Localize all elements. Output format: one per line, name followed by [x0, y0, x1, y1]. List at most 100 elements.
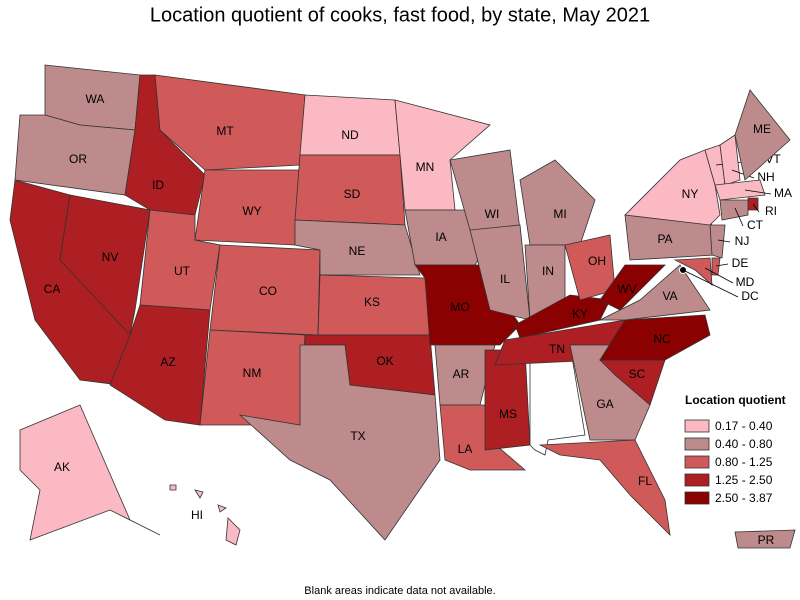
- legend-label: 0.80 - 1.25: [715, 455, 773, 469]
- state-label: NJ: [735, 234, 750, 248]
- state-label: NE: [349, 244, 366, 258]
- state-shape: [299, 94, 401, 156]
- state-label: AZ: [160, 355, 175, 369]
- state-shape: [109, 304, 211, 426]
- state-shape: [194, 489, 204, 499]
- state-label: PR: [758, 533, 775, 547]
- state-shape: [514, 294, 611, 339]
- state-label: ID: [152, 178, 164, 192]
- state-label: LA: [458, 442, 473, 456]
- state-shape: [519, 159, 596, 246]
- leader-line: [734, 207, 744, 227]
- state-label: KS: [364, 295, 380, 309]
- state-shape: [19, 404, 161, 541]
- legend-swatch: [684, 473, 710, 487]
- state-shape: [673, 257, 713, 286]
- state-label: IA: [435, 230, 446, 244]
- state-label: IN: [542, 264, 554, 278]
- legend-swatch: [684, 455, 710, 469]
- state-label: WY: [242, 204, 261, 218]
- state-label: OR: [69, 152, 87, 166]
- state-label: MA: [774, 186, 792, 200]
- state-label: CA: [44, 282, 61, 296]
- legend-label: 1.25 - 2.50: [715, 473, 773, 487]
- state-shape: [394, 99, 491, 211]
- state-label: CT: [747, 218, 764, 232]
- legend-label: 0.17 - 0.40: [715, 419, 773, 433]
- state-label: GA: [596, 397, 613, 411]
- state-shape: [238, 344, 441, 541]
- leader-line: [704, 267, 734, 284]
- state-label: WI: [485, 207, 500, 221]
- state-label: PA: [657, 232, 672, 246]
- states: WA OR CA NV ID MT WY UT AZ CO NM ND SD NE KS OK TX MN IA MO…: [9, 64, 796, 549]
- legend-title: Location quotient: [685, 393, 786, 407]
- state-label: NV: [102, 250, 119, 264]
- state-label: MI: [553, 207, 566, 221]
- legend-label: 2.50 - 3.87: [715, 491, 773, 505]
- state-shape: [719, 199, 749, 221]
- state-label: DE: [732, 256, 749, 270]
- state-shape: [154, 74, 306, 171]
- state-shape: [59, 194, 151, 336]
- state-shape: [599, 264, 666, 311]
- state-label: VA: [662, 289, 677, 303]
- state-label: TX: [350, 429, 365, 443]
- state-label: KY: [572, 307, 588, 321]
- state-label: SD: [344, 187, 361, 201]
- state-shape: [714, 179, 766, 201]
- state-shape: [719, 134, 741, 186]
- state-label: AR: [453, 367, 470, 381]
- state-label: NC: [653, 332, 671, 346]
- map-title: Location quotient of cooks, fast food, b…: [150, 4, 650, 26]
- state-label: WA: [86, 92, 105, 106]
- state-label: NY: [682, 187, 699, 201]
- leader-line: [717, 239, 731, 243]
- state-label: RI: [765, 204, 777, 218]
- state-label: NM: [243, 366, 262, 380]
- state-label: IL: [500, 272, 510, 286]
- state-label: TN: [549, 342, 565, 356]
- state-label: OK: [376, 354, 393, 368]
- legend: Location quotient 0.17 - 0.40 0.40 - 0.80…: [684, 393, 786, 505]
- state-label: MT: [216, 124, 234, 138]
- state-shape: [169, 484, 177, 491]
- state-label: HI: [191, 508, 203, 522]
- state-label: ND: [341, 128, 359, 142]
- footnote: Blank areas indicate data not available.: [304, 585, 495, 597]
- legend-swatch: [684, 419, 710, 433]
- state-shape: [217, 504, 227, 513]
- leader-line: [731, 169, 755, 179]
- state-shape: [734, 529, 796, 549]
- state-label: SC: [629, 367, 646, 381]
- state-shape: [624, 149, 721, 226]
- state-label: UT: [174, 264, 191, 278]
- leader-line: [744, 189, 772, 195]
- state-shape: [569, 344, 651, 441]
- state-label: MS: [499, 407, 517, 421]
- state-label: MO: [450, 300, 469, 314]
- leader-line: [715, 263, 729, 267]
- state-shape: [484, 349, 531, 451]
- state-label: ME: [753, 122, 771, 136]
- state-shape: [599, 314, 711, 361]
- state-label: CO: [259, 284, 277, 298]
- state-label: AK: [54, 460, 70, 474]
- leader-line: [682, 269, 739, 298]
- state-label: FL: [638, 474, 652, 488]
- legend-label: 0.40 - 0.80: [715, 437, 773, 451]
- state-shape: [734, 89, 791, 181]
- state-label: DC: [741, 289, 759, 303]
- state-shape: [709, 224, 726, 259]
- state-label: MD: [736, 275, 755, 289]
- leader-line: [752, 203, 760, 213]
- state-label: OH: [588, 254, 606, 268]
- state-label: WV: [617, 282, 636, 296]
- state-shape: [599, 264, 711, 321]
- legend-swatch: [684, 491, 710, 505]
- state-shape: [225, 517, 241, 546]
- state-label: MN: [416, 160, 435, 174]
- state-shape: [538, 439, 671, 537]
- state-label: NH: [757, 170, 774, 184]
